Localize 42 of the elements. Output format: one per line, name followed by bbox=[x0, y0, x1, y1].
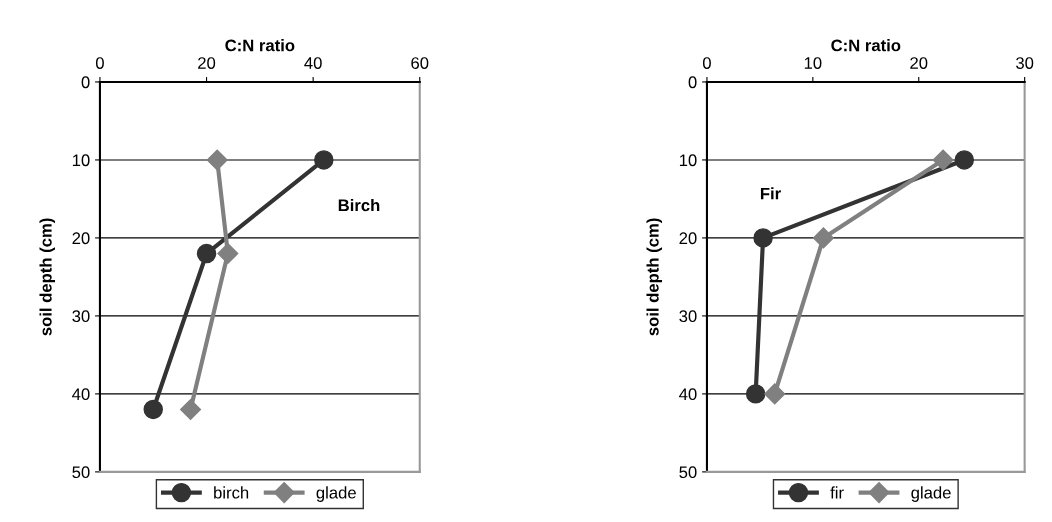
point bbox=[143, 399, 163, 420]
point bbox=[206, 149, 228, 171]
x-axis-title: C:N ratio bbox=[225, 39, 295, 52]
y-tick-label: 20 bbox=[72, 232, 90, 245]
point bbox=[764, 383, 786, 405]
point bbox=[745, 384, 766, 404]
x-tick-label: 40 bbox=[304, 57, 322, 69]
x-tick-label: 10 bbox=[804, 57, 822, 69]
annotation: Birch bbox=[338, 198, 380, 212]
legend-label: glade bbox=[911, 486, 951, 502]
point bbox=[180, 398, 202, 421]
point bbox=[932, 149, 954, 171]
x-tick-label: 0 bbox=[95, 57, 104, 69]
y-tick-label: 30 bbox=[72, 310, 90, 323]
y-tick-label: 50 bbox=[679, 466, 697, 479]
y-axis-title: soil depth (cm) bbox=[646, 218, 663, 336]
x-tick-label: 30 bbox=[1016, 57, 1034, 69]
y-tick-label: 20 bbox=[679, 232, 697, 245]
y-tick-label: 10 bbox=[679, 154, 697, 167]
legend-label: glade bbox=[316, 486, 356, 502]
y-tick-label: 10 bbox=[72, 154, 90, 167]
x-tick-label: 0 bbox=[702, 57, 711, 69]
point bbox=[314, 150, 334, 170]
y-axis-title: soil depth (cm) bbox=[39, 218, 56, 336]
y-tick-label: 0 bbox=[688, 76, 697, 89]
annotation: Fir bbox=[760, 187, 781, 200]
legend-label: birch bbox=[214, 486, 249, 499]
y-tick-label: 50 bbox=[72, 466, 90, 479]
point bbox=[217, 243, 239, 265]
y-tick-label: 30 bbox=[679, 310, 697, 323]
point bbox=[196, 243, 217, 264]
y-tick-label: 40 bbox=[72, 388, 90, 401]
x-tick-label: 20 bbox=[910, 57, 928, 69]
point bbox=[753, 228, 773, 248]
point bbox=[812, 227, 834, 249]
legend-label: fir bbox=[830, 486, 844, 499]
y-tick-label: 40 bbox=[679, 388, 697, 401]
y-tick-label: 0 bbox=[81, 76, 90, 89]
x-axis-title: C:N ratio bbox=[831, 39, 901, 52]
x-tick-label: 60 bbox=[411, 57, 429, 69]
point bbox=[954, 150, 975, 170]
x-tick-label: 20 bbox=[198, 57, 216, 69]
